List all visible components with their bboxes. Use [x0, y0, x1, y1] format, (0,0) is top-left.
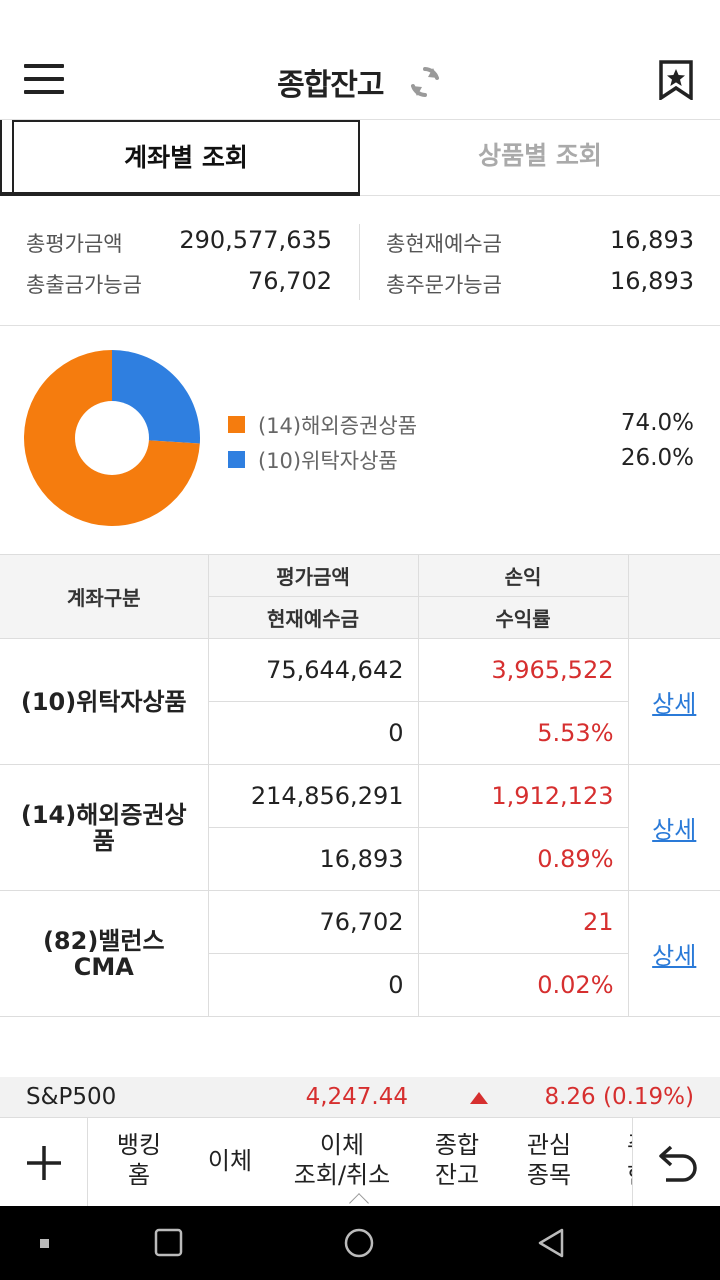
table-row: (14)해외증권상품 214,856,291 1,912,123 상세 — [0, 764, 720, 891]
refresh-icon[interactable] — [407, 64, 443, 100]
nav-label: 이체 — [207, 1147, 253, 1175]
hamburger-icon[interactable] — [24, 64, 64, 96]
header-detail — [627, 554, 720, 639]
bookmark-star-icon[interactable] — [657, 60, 695, 100]
withdrawable-label: 총출금가능금 — [26, 273, 142, 297]
nav-label: 잔고 — [434, 1161, 480, 1189]
legend-item-overseas: (14)해외증권상품 — [228, 410, 696, 440]
cash-amount: 0 — [208, 953, 419, 1017]
table-row: (10)위탁자상품 75,644,642 3,965,522 상세 — [0, 638, 720, 765]
legend-pct-overseas: 74.0% — [620, 410, 694, 436]
ticker-name: S&P500 — [26, 1084, 117, 1110]
return-rate: 0.02% — [417, 953, 628, 1017]
legend-label: (10)위탁자상품 — [258, 449, 398, 473]
balance-summary: 총평가금액 290,577,635 총출금가능금 76,702 총현재예수금 1… — [0, 196, 720, 326]
summary-divider — [359, 224, 360, 300]
plus-button[interactable] — [0, 1118, 88, 1206]
tab-by-account[interactable]: 계좌별 조회 — [12, 120, 360, 196]
nav-transfer[interactable]: 이체 — [196, 1118, 264, 1206]
back-button[interactable] — [632, 1118, 720, 1206]
bottom-nav: 뱅킹 홈 이체 이체 조회/취소 종합 잔고 관심 종목 주 한 — [0, 1117, 720, 1206]
account-name: (10)위탁자상품 — [0, 638, 209, 765]
nav-label: 조회/취소 — [293, 1161, 391, 1189]
view-tabs: 계좌별 조회 상품별 조회 — [0, 120, 720, 196]
system-nav-bar — [0, 1206, 720, 1280]
eval-amount: 75,644,642 — [207, 638, 419, 702]
tab-edge — [0, 120, 12, 196]
nav-banking-home[interactable]: 뱅킹 홈 — [100, 1118, 178, 1206]
legend-swatch-blue — [228, 451, 245, 468]
nav-total-balance[interactable]: 종합 잔고 — [424, 1118, 490, 1206]
withdrawable-value: 76,702 — [248, 267, 332, 295]
eval-amount: 214,856,291 — [207, 764, 419, 828]
legend-label: (14)해외증권상품 — [258, 414, 418, 438]
nav-transfer-history[interactable]: 이체 조회/취소 — [286, 1118, 398, 1206]
ticker-change: 8.26 (0.19%) — [544, 1084, 694, 1110]
legend-item-consign: (10)위탁자상품 — [228, 445, 696, 475]
page-title: 종합잔고 — [277, 68, 384, 103]
nav-watchlist[interactable]: 관심 종목 — [516, 1118, 582, 1206]
detail-cell: 상세 — [627, 764, 720, 891]
header-rate: 수익률 — [417, 596, 628, 639]
return-rate: 5.53% — [417, 701, 628, 765]
home-icon[interactable] — [344, 1228, 374, 1258]
donut-chart — [24, 350, 200, 526]
eval-amount: 76,702 — [207, 890, 419, 954]
orderable-value: 16,893 — [610, 267, 694, 295]
total-eval-label: 총평가금액 — [26, 232, 123, 256]
legend-swatch-orange — [228, 416, 245, 433]
nav-label: 종목 — [526, 1161, 572, 1189]
orderable-label: 총주문가능금 — [386, 273, 502, 297]
header-cash: 현재예수금 — [208, 596, 419, 639]
account-name: (14)해외증권상품 — [0, 764, 209, 891]
nav-label: 관심 — [526, 1131, 572, 1159]
nav-label: 뱅킹 — [116, 1131, 162, 1159]
cash-label: 총현재예수금 — [386, 232, 502, 256]
nav-label: 홈 — [127, 1161, 151, 1189]
legend-pct-consign: 26.0% — [620, 445, 694, 471]
dot-icon — [40, 1239, 49, 1248]
header-account: 계좌구분 — [0, 554, 209, 639]
pnl-amount: 1,912,123 — [417, 764, 629, 828]
return-rate: 0.89% — [417, 827, 628, 891]
plus-icon — [27, 1146, 61, 1180]
detail-cell: 상세 — [627, 638, 720, 765]
pnl-amount: 21 — [417, 890, 629, 954]
donut-hole — [75, 401, 149, 475]
ticker-price: 4,247.44 — [305, 1084, 408, 1110]
page-title-wrap: 종합잔고 — [0, 60, 720, 104]
cash-amount: 16,893 — [208, 827, 419, 891]
detail-link[interactable]: 상세 — [652, 942, 697, 970]
total-eval-value: 290,577,635 — [179, 226, 332, 254]
detail-link[interactable]: 상세 — [652, 816, 697, 844]
back-arrow-icon — [659, 1145, 697, 1182]
pnl-amount: 3,965,522 — [417, 638, 629, 702]
account-name: (82)밸런스 CMA — [0, 890, 209, 1017]
header-pnl: 손익 — [417, 554, 629, 597]
app-header: 종합잔고 — [0, 38, 720, 120]
detail-link[interactable]: 상세 — [652, 690, 697, 718]
account-table: 계좌구분 평가금액 손익 현재예수금 수익률 (10)위탁자상품 75,644,… — [0, 554, 720, 1017]
cash-amount: 0 — [208, 701, 419, 765]
detail-cell: 상세 — [627, 890, 720, 1017]
tab-by-product[interactable]: 상품별 조회 — [478, 141, 602, 170]
recent-apps-icon[interactable] — [154, 1228, 183, 1257]
header-eval: 평가금액 — [207, 554, 419, 597]
index-ticker[interactable]: S&P500 4,247.44 8.26 (0.19%) — [0, 1077, 720, 1117]
up-arrow-icon — [470, 1092, 488, 1104]
nav-label: 종합 — [434, 1131, 480, 1159]
system-nav-icons — [40, 1228, 564, 1258]
cash-value: 16,893 — [610, 226, 694, 254]
allocation-chart: (14)해외증권상품 74.0% (10)위탁자상품 26.0% — [0, 326, 720, 554]
back-icon[interactable] — [538, 1228, 564, 1258]
table-row: (82)밸런스 CMA 76,702 21 상세 — [0, 890, 720, 1017]
nav-label: 이체 — [319, 1131, 365, 1159]
